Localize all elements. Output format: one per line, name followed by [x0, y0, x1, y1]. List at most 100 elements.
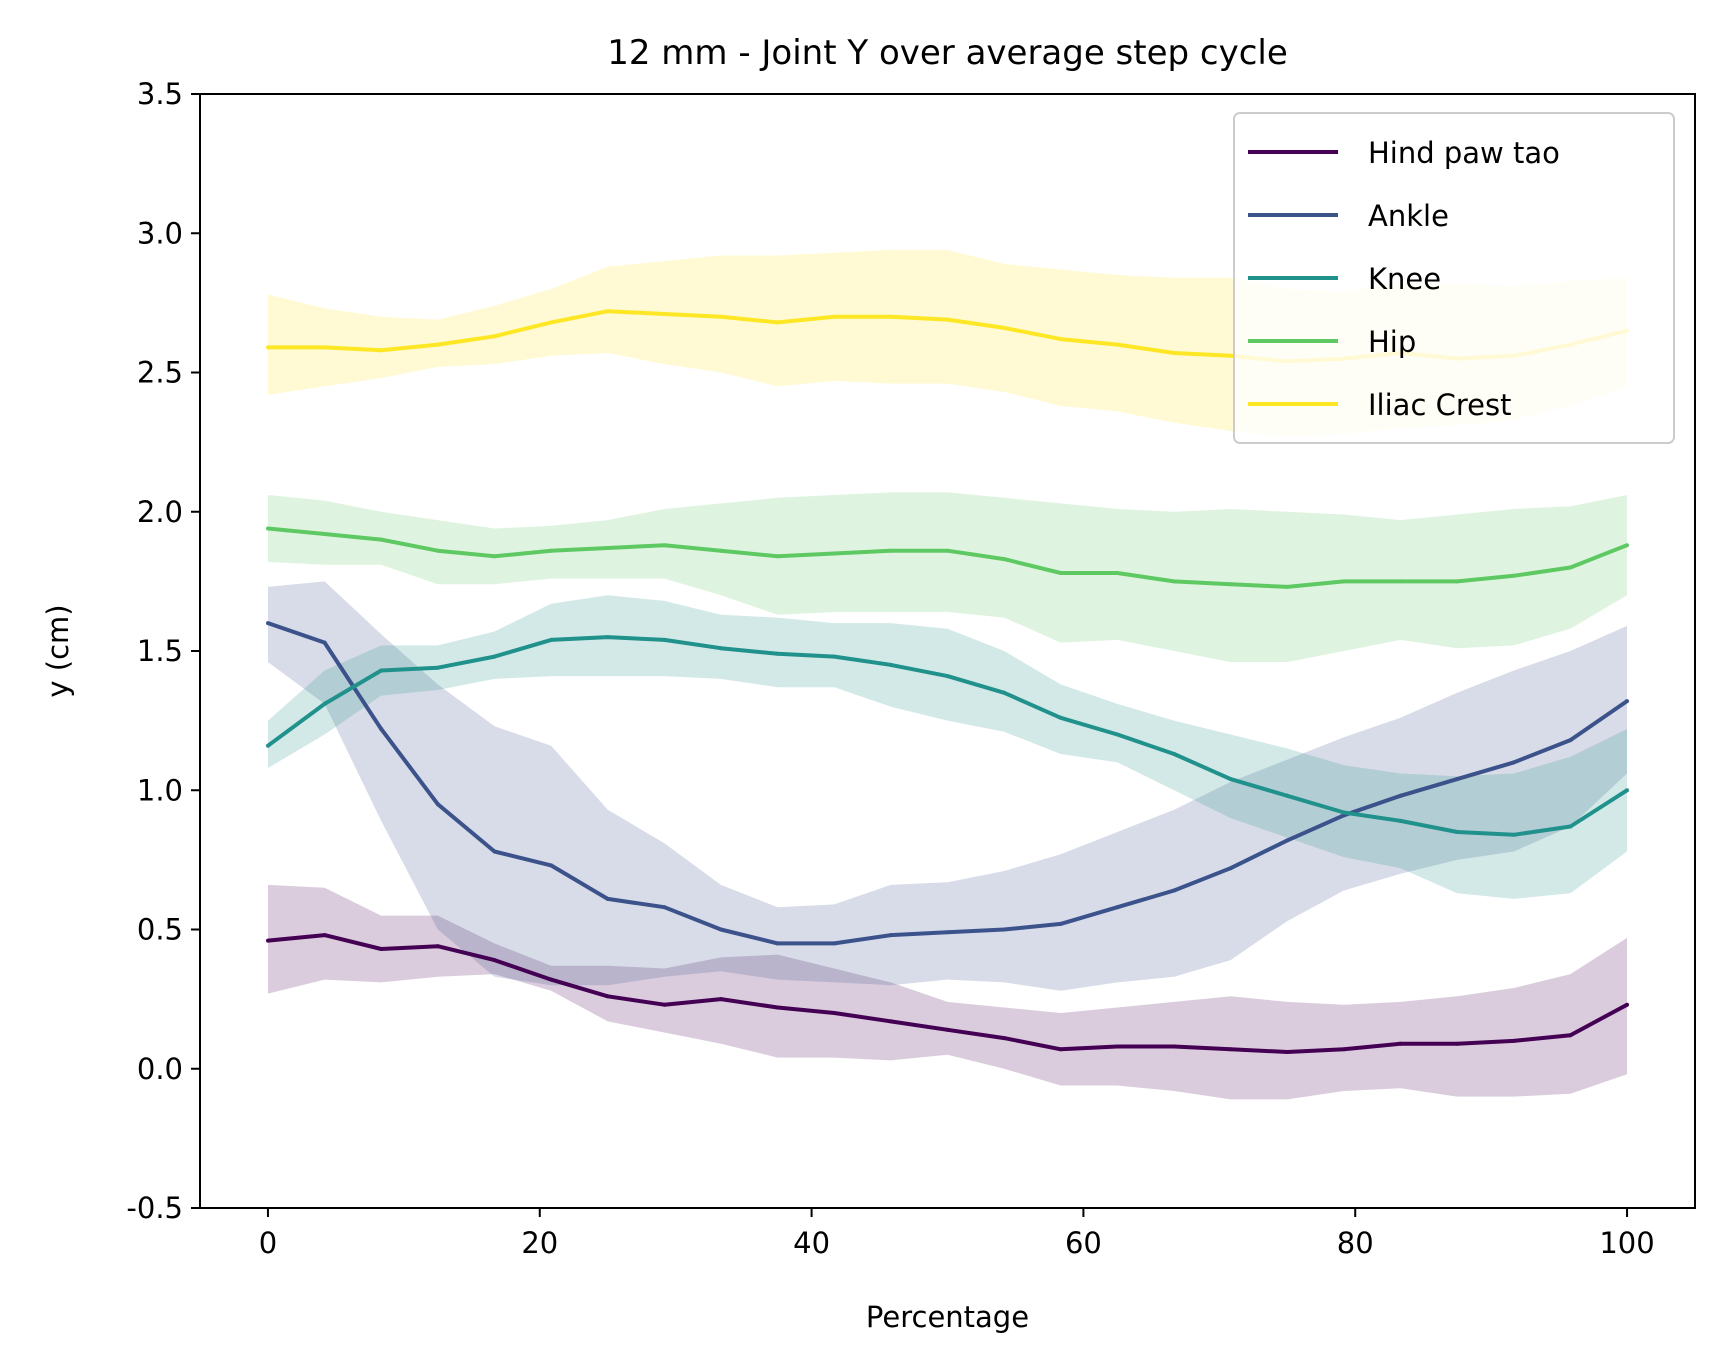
- point-series-1: [1398, 793, 1403, 798]
- point-series-2: [492, 654, 497, 659]
- point-series-1: [1002, 927, 1007, 932]
- point-series-4: [718, 314, 723, 319]
- point-series-0: [1172, 1044, 1177, 1049]
- point-series-1: [1568, 738, 1573, 743]
- point-series-4: [662, 312, 667, 316]
- point-series-1: [379, 727, 384, 731]
- point-series-4: [435, 342, 440, 347]
- point-series-3: [1511, 573, 1516, 578]
- x-axis-ticks: 0 20 40 60 80 100: [259, 1208, 1655, 1260]
- point-series-1: [1455, 777, 1460, 782]
- point-series-3: [832, 551, 837, 556]
- point-series-2: [1285, 793, 1290, 798]
- x-tick-label: 60: [1065, 1226, 1102, 1260]
- point-series-0: [379, 947, 384, 951]
- point-series-3: [1058, 571, 1063, 575]
- y-tick-label: 2.5: [137, 356, 183, 390]
- point-series-3: [1115, 571, 1120, 575]
- point-series-1: [1228, 866, 1233, 871]
- x-tick-label: 80: [1337, 1226, 1374, 1260]
- legend-entry-label: Iliac Crest: [1368, 388, 1511, 422]
- point-series-3: [718, 548, 723, 553]
- point-series-0: [718, 997, 723, 1002]
- x-axis-label: Percentage: [866, 1300, 1029, 1334]
- y-axis-ticks: -0.5 0.0 0.5 1.0 1.5 2.0 2.5 3.0 3.5: [126, 77, 200, 1225]
- point-series-2: [1341, 810, 1346, 815]
- point-series-2: [1115, 732, 1120, 737]
- point-series-1: [888, 933, 893, 938]
- point-series-3: [888, 548, 893, 553]
- y-tick-label: 0.5: [137, 913, 183, 947]
- point-series-2: [1228, 777, 1233, 782]
- band-series-0: [268, 884, 1627, 1100]
- x-tick-label: 20: [521, 1226, 558, 1260]
- point-series-4: [1058, 337, 1063, 342]
- point-series-0: [492, 958, 497, 963]
- legend-entry-label: Hind paw tao: [1368, 136, 1560, 170]
- point-series-0: [266, 938, 270, 943]
- point-series-0: [832, 1011, 837, 1015]
- plot-frame: [199, 93, 1696, 1209]
- point-series-3: [1398, 579, 1403, 584]
- point-series-1: [549, 863, 554, 868]
- point-series-3: [1341, 579, 1346, 584]
- point-series-1: [1058, 921, 1063, 926]
- point-series-4: [379, 348, 384, 353]
- point-series-3: [1455, 579, 1460, 584]
- y-axis-label: y (cm): [41, 604, 75, 697]
- y-tick-label: 3.0: [137, 216, 183, 250]
- point-series-3: [1228, 582, 1233, 587]
- point-series-2: [662, 637, 667, 642]
- point-series-0: [888, 1019, 893, 1024]
- point-series-2: [1568, 824, 1573, 829]
- band-series-1: [268, 581, 1627, 991]
- point-series-0: [435, 944, 440, 949]
- x-tick-label: 40: [793, 1226, 830, 1260]
- point-series-1: [322, 640, 327, 645]
- point-series-4: [1115, 342, 1120, 347]
- point-series-3: [1172, 579, 1177, 584]
- y-tick-label: 2.0: [137, 495, 183, 529]
- point-series-2: [888, 662, 893, 667]
- point-series-2: [1625, 788, 1629, 793]
- point-series-2: [379, 668, 384, 673]
- point-series-2: [549, 637, 554, 642]
- point-series-2: [1002, 690, 1007, 695]
- point-series-2: [605, 635, 610, 640]
- point-series-1: [718, 927, 723, 932]
- point-series-4: [322, 345, 327, 350]
- legend-entry-label: Knee: [1368, 262, 1441, 296]
- point-series-2: [1172, 752, 1177, 756]
- y-tick-label: 1.0: [137, 773, 183, 807]
- point-series-2: [322, 701, 327, 706]
- point-series-4: [888, 314, 893, 319]
- point-series-0: [775, 1005, 780, 1010]
- point-series-1: [662, 905, 667, 910]
- y-tick-label: 0.0: [137, 1052, 183, 1086]
- point-series-2: [1511, 832, 1516, 837]
- point-series-1: [492, 849, 497, 854]
- point-series-2: [945, 674, 950, 679]
- x-tick-label: 100: [1599, 1226, 1654, 1260]
- point-series-4: [266, 345, 270, 350]
- point-series-3: [1625, 543, 1629, 548]
- point-series-3: [549, 548, 554, 553]
- point-series-2: [1058, 715, 1063, 720]
- y-tick-label: 3.5: [137, 77, 183, 111]
- point-series-3: [435, 548, 440, 553]
- point-series-0: [1511, 1038, 1516, 1043]
- point-series-4: [605, 309, 610, 314]
- band-series-3: [268, 492, 1627, 663]
- point-series-2: [1398, 818, 1403, 823]
- point-series-3: [1002, 557, 1007, 562]
- y-tick-label: -0.5: [126, 1191, 183, 1225]
- point-series-3: [266, 526, 270, 531]
- legend-box: [1233, 112, 1675, 444]
- point-series-0: [662, 1002, 667, 1007]
- x-tick-label: 0: [259, 1226, 277, 1260]
- point-series-0: [1455, 1041, 1460, 1046]
- point-series-4: [832, 314, 837, 319]
- point-series-4: [1172, 351, 1177, 355]
